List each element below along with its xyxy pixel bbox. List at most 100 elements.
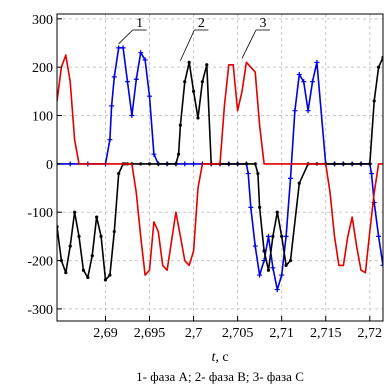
series-1-point: [252, 243, 258, 249]
series-2-point: [90, 254, 94, 258]
series-1-point: [182, 161, 188, 167]
series-1-point: [120, 45, 126, 51]
series-1-point: [270, 265, 276, 271]
series-1-point: [296, 71, 302, 77]
y-tick-label: -300: [27, 303, 53, 318]
y-tick-label: -100: [27, 206, 53, 221]
series-2-point: [297, 181, 301, 185]
series-2-point: [108, 273, 112, 277]
series-1-point: [376, 233, 382, 239]
series-1-point: [369, 171, 375, 177]
series-2-point: [64, 271, 68, 275]
y-tick-label: 300: [32, 13, 53, 28]
x-tick-label: 2,69: [93, 326, 118, 341]
series-2-point: [271, 234, 275, 238]
series-2-point: [256, 171, 260, 176]
callout-label: 1: [136, 16, 143, 31]
series-2-point: [81, 268, 86, 272]
series-1-point: [380, 262, 383, 268]
series-1-point: [279, 272, 285, 278]
series-2-point: [147, 162, 152, 166]
y-tick-label: 100: [32, 110, 53, 125]
series-2-point: [73, 210, 77, 214]
series-2-point: [284, 263, 288, 268]
plot-background: [57, 14, 383, 321]
series-1-point: [111, 74, 117, 80]
series-2-point: [372, 99, 376, 103]
x-axis: 2,69 2,695 2,7 2,705 2,71 2,715 2,72: [93, 316, 382, 341]
series-2-point: [196, 116, 200, 120]
series-1-point: [314, 59, 320, 65]
series-1-point: [301, 79, 307, 85]
series-2-point: [205, 63, 209, 67]
series-1-point: [129, 113, 135, 119]
series-1-point: [245, 171, 251, 177]
callout-leader: [118, 29, 133, 45]
series-2-point: [165, 162, 169, 166]
series-2-point: [68, 244, 72, 248]
series-2-point: [103, 278, 108, 282]
series-2-point: [253, 162, 257, 166]
y-tick-label: -200: [27, 255, 53, 270]
x-axis-unit: c: [219, 350, 229, 365]
series-2-point: [258, 205, 262, 209]
series-1-point: [292, 108, 298, 114]
x-tick-label: 2,695: [134, 326, 166, 341]
series-callouts: 1 2 3: [118, 16, 271, 61]
series-2-point: [99, 234, 103, 238]
series-1-point: [109, 103, 115, 109]
series-1-point: [305, 108, 311, 114]
series-2-point: [156, 162, 160, 166]
series-1-point: [287, 175, 293, 181]
y-axis: 300 200 100 0 -100 -200 -300: [27, 13, 62, 318]
x-tick-label: 2,715: [310, 326, 342, 341]
y-tick-label: 200: [32, 61, 53, 76]
series-2-point: [341, 162, 345, 166]
series-2-point: [266, 268, 271, 272]
y-tick-label: 0: [46, 158, 53, 173]
series-2-point: [139, 162, 143, 166]
series-2-point: [183, 80, 187, 84]
series-1-point: [67, 161, 73, 167]
series-2-point: [376, 65, 381, 69]
series-2-point: [178, 123, 182, 127]
series-1-point: [107, 137, 113, 143]
series-2-point: [176, 152, 181, 156]
series-2-point: [275, 210, 279, 214]
series-1-point: [151, 151, 157, 157]
callout-leader: [179, 29, 195, 61]
x-axis-label: t, c: [211, 350, 228, 365]
series-2-point: [262, 249, 266, 253]
series-1-point: [257, 272, 263, 278]
series-2-point: [187, 60, 191, 64]
series-2: [57, 55, 383, 282]
series-1-point: [133, 76, 139, 82]
x-tick-label: 2,72: [358, 326, 383, 341]
x-tick-label: 2,7: [185, 326, 203, 341]
callout-leader: [241, 29, 257, 59]
series-2-point: [236, 162, 240, 166]
series-1-point: [283, 233, 289, 239]
series-2-point: [350, 162, 354, 166]
series-2-point: [191, 89, 196, 93]
series-1-point: [248, 204, 254, 210]
series-2-point: [117, 171, 121, 176]
series-1-point: [138, 50, 144, 56]
series-1-point: [124, 79, 130, 85]
callout-label: 3: [260, 16, 267, 31]
callout-label: 2: [198, 16, 205, 31]
series-1-point: [191, 161, 197, 167]
series-1-point: [116, 45, 122, 51]
series-2-point: [368, 162, 372, 166]
series-2-point: [95, 215, 99, 219]
series-1-point: [310, 79, 316, 85]
series-2-point: [200, 80, 204, 84]
x-tick-label: 2,71: [269, 326, 294, 341]
series-2-point: [288, 258, 293, 263]
series-layer: [57, 45, 383, 293]
series-1-point: [142, 57, 148, 63]
series-3-line: [57, 54, 383, 276]
x-tick-label: 2,705: [222, 326, 254, 341]
x-axis-variable: t,: [211, 350, 218, 365]
